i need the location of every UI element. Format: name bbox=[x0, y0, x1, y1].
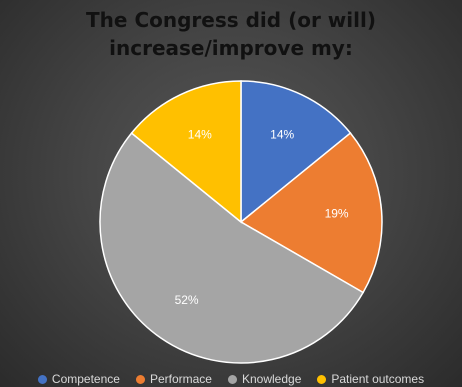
legend-item-performace: Performace bbox=[135, 372, 212, 386]
data-label-patient-outcomes: 14% bbox=[188, 128, 212, 142]
chart-title: The Congress did (or will) increase/impr… bbox=[0, 6, 462, 62]
data-label-competence: 14% bbox=[270, 128, 294, 142]
legend-label-knowledge: Knowledge bbox=[241, 372, 302, 386]
legend: Competence Performace Knowledge Patient … bbox=[0, 372, 462, 386]
pie-slice-competence bbox=[240, 80, 352, 224]
legend-swatch-performace bbox=[135, 374, 145, 384]
pie-slice-knowledge bbox=[99, 132, 365, 364]
legend-item-competence: Competence bbox=[37, 372, 120, 386]
pie-slice-patient-outcomes bbox=[130, 80, 242, 224]
legend-label-performace: Performace bbox=[149, 372, 212, 386]
pie-slice-performace bbox=[239, 132, 383, 294]
data-label-knowledge: 52% bbox=[175, 293, 199, 307]
legend-swatch-knowledge bbox=[227, 374, 237, 384]
legend-item-patient-outcomes: Patient outcomes bbox=[317, 372, 424, 386]
chart-title-line-1: The Congress did (or will) bbox=[86, 8, 376, 32]
legend-label-patient-outcomes: Patient outcomes bbox=[331, 372, 425, 386]
legend-label-competence: Competence bbox=[51, 372, 120, 386]
chart-title-line-2: increase/improve my: bbox=[109, 36, 353, 60]
legend-item-knowledge: Knowledge bbox=[227, 372, 302, 386]
legend-swatch-patient-outcomes bbox=[317, 374, 327, 384]
data-label-performace: 19% bbox=[325, 207, 349, 221]
legend-swatch-competence bbox=[37, 374, 47, 384]
